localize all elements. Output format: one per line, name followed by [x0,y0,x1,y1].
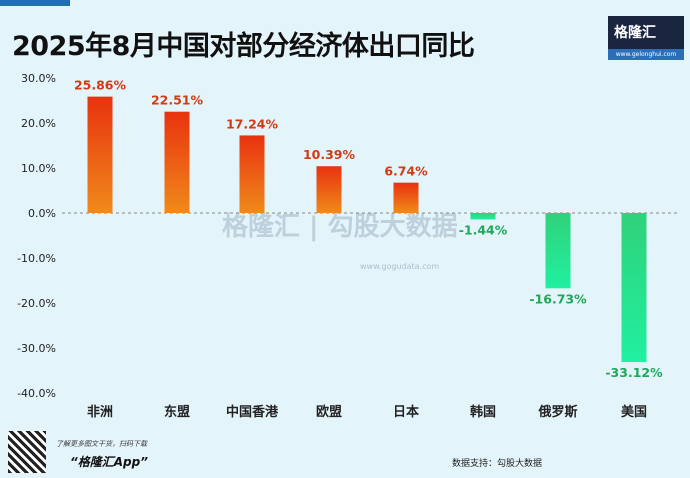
qr-code [8,431,46,473]
bar [393,182,419,213]
bar [164,111,190,213]
bar [239,135,265,213]
bar [316,166,342,213]
bar [470,213,496,220]
top-bar [0,0,690,6]
x-tick-label: 日本 [393,404,419,420]
y-tick-label: 20.0% [21,117,56,130]
y-tick-label: 30.0% [21,72,56,85]
watermark: 格隆汇 | 勾股大数据 [222,212,458,242]
data-source: 数据支持：勾股大数据 [452,459,543,469]
y-tick-label: -20.0% [17,297,56,310]
logo-text: 格隆汇 [614,25,656,41]
data-label: 17.24% [226,116,279,131]
y-tick-label: -40.0% [17,387,56,400]
y-tick-label: 10.0% [21,162,56,175]
bar [545,213,571,289]
footer-promo: 了解更多图文干货，扫码下载 [56,440,147,448]
data-label: 10.39% [303,147,356,162]
brand-logo: 格隆汇 www.gelonghui.com [608,16,684,60]
y-tick-label: -30.0% [17,342,56,355]
data-label: -33.12% [605,365,663,380]
data-label: 6.74% [384,164,428,179]
chart-title: 2025年8月中国对部分经济体出口同比 [12,31,475,62]
x-tick-label: 非洲 [87,404,113,420]
x-tick-label: 韩国 [470,404,496,420]
x-tick-label: 东盟 [164,404,190,420]
watermark-url: www.gogudata.com [360,262,440,271]
data-label: 22.51% [151,93,204,108]
y-tick-label: -10.0% [17,252,56,265]
x-tick-label: 俄罗斯 [537,404,577,420]
logo-url: www.gelonghui.com [608,49,684,60]
bar [621,213,647,363]
x-tick-label: 中国香港 [226,404,279,420]
data-label: -1.44% [459,222,508,237]
data-label: -16.73% [529,291,587,306]
y-tick-label: 0.0% [28,207,56,220]
x-tick-label: 欧盟 [316,404,342,420]
x-tick-label: 美国 [621,404,647,420]
corner-accent [0,0,70,6]
data-label: 25.86% [74,78,127,93]
bar [87,96,113,213]
footer-app: “格隆汇App” [70,455,148,469]
